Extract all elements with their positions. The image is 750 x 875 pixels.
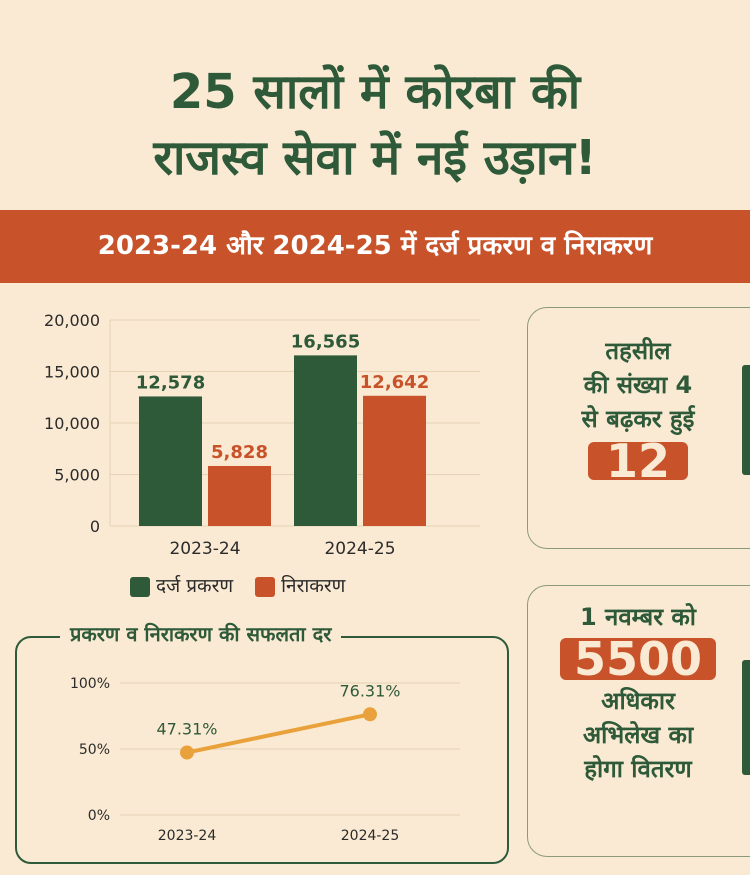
- card-line: 1 नवम्बर को: [579, 603, 697, 631]
- legend-item-registered: दर्ज प्रकरण: [130, 572, 233, 598]
- x-tick-label: 2024-25: [324, 539, 395, 559]
- card-line: की संख्या 4: [583, 371, 693, 399]
- line-chart: 0% 50% 100% 47.31% 2023-24 76.31% 2024-25: [70, 676, 460, 844]
- data-label: 5,828: [211, 442, 268, 463]
- title-line-1: 25 सालों में कोरबा की: [169, 64, 581, 120]
- x-tick-label: 2023-24: [158, 828, 217, 844]
- y-tick-label: 10,000: [44, 414, 100, 433]
- card-line: होगा वितरण: [584, 755, 692, 783]
- card-line: अधिकार: [601, 687, 675, 715]
- legend-label: दर्ज प्रकरण: [156, 575, 234, 597]
- x-tick-label: 2023-24: [169, 539, 240, 559]
- title-line-2: राजस्व सेवा में नई उड़ान!: [153, 130, 597, 186]
- y-tick-label: 0: [90, 517, 100, 536]
- data-label: 16,565: [291, 331, 360, 352]
- card-line: से बढ़कर हुई: [581, 405, 695, 433]
- tehsil-card: तहसील की संख्या 4 से बढ़कर हुई 12: [527, 307, 750, 549]
- y-tick-label: 100%: [70, 676, 110, 692]
- data-point: [363, 707, 377, 722]
- legend-item-resolved: निराकरण: [255, 572, 345, 598]
- y-tick-label: 0%: [88, 808, 110, 824]
- x-tick-label: 2024-25: [341, 828, 400, 844]
- legend-swatch: [255, 576, 276, 597]
- legend-label: निराकरण: [281, 575, 346, 597]
- bar: [363, 395, 426, 526]
- card-line: अभिलेख का: [582, 721, 694, 749]
- series-line: [186, 712, 371, 755]
- legend-swatch: [130, 576, 150, 597]
- y-tick-label: 15,000: [44, 363, 100, 382]
- bar: [139, 396, 202, 526]
- tehsil-count-badge: 12: [587, 438, 688, 484]
- data-label: 12,642: [360, 372, 429, 393]
- card-accent: [742, 660, 750, 775]
- bar-chart: 0 5,000 10,000 15,000 20,000 12,578 5,828 2023-…: [44, 311, 480, 559]
- data-label: 76.31%: [339, 681, 400, 700]
- records-card: 1 नवम्बर को 5500 अधिकार अभिलेख का होगा व…: [527, 585, 750, 857]
- y-tick-label: 20,000: [44, 311, 100, 330]
- line-chart-title: प्रकरण व निराकरण की सफलता दर: [60, 620, 342, 647]
- y-tick-label: 50%: [79, 742, 110, 758]
- records-count-badge: 5500: [559, 636, 717, 682]
- y-tick-label: 5,000: [54, 466, 100, 485]
- section-banner: 2023-24 और 2024-25 में दर्ज प्रकरण व निर…: [0, 210, 750, 283]
- bar-legend: दर्ज प्रकरण निराकरण: [130, 572, 345, 598]
- bar: [294, 355, 357, 526]
- card-accent: [742, 365, 750, 475]
- card-line: तहसील: [605, 337, 671, 365]
- data-point: [180, 745, 194, 760]
- data-label: 47.31%: [156, 720, 217, 739]
- data-label: 12,578: [136, 372, 205, 393]
- bar: [208, 465, 271, 526]
